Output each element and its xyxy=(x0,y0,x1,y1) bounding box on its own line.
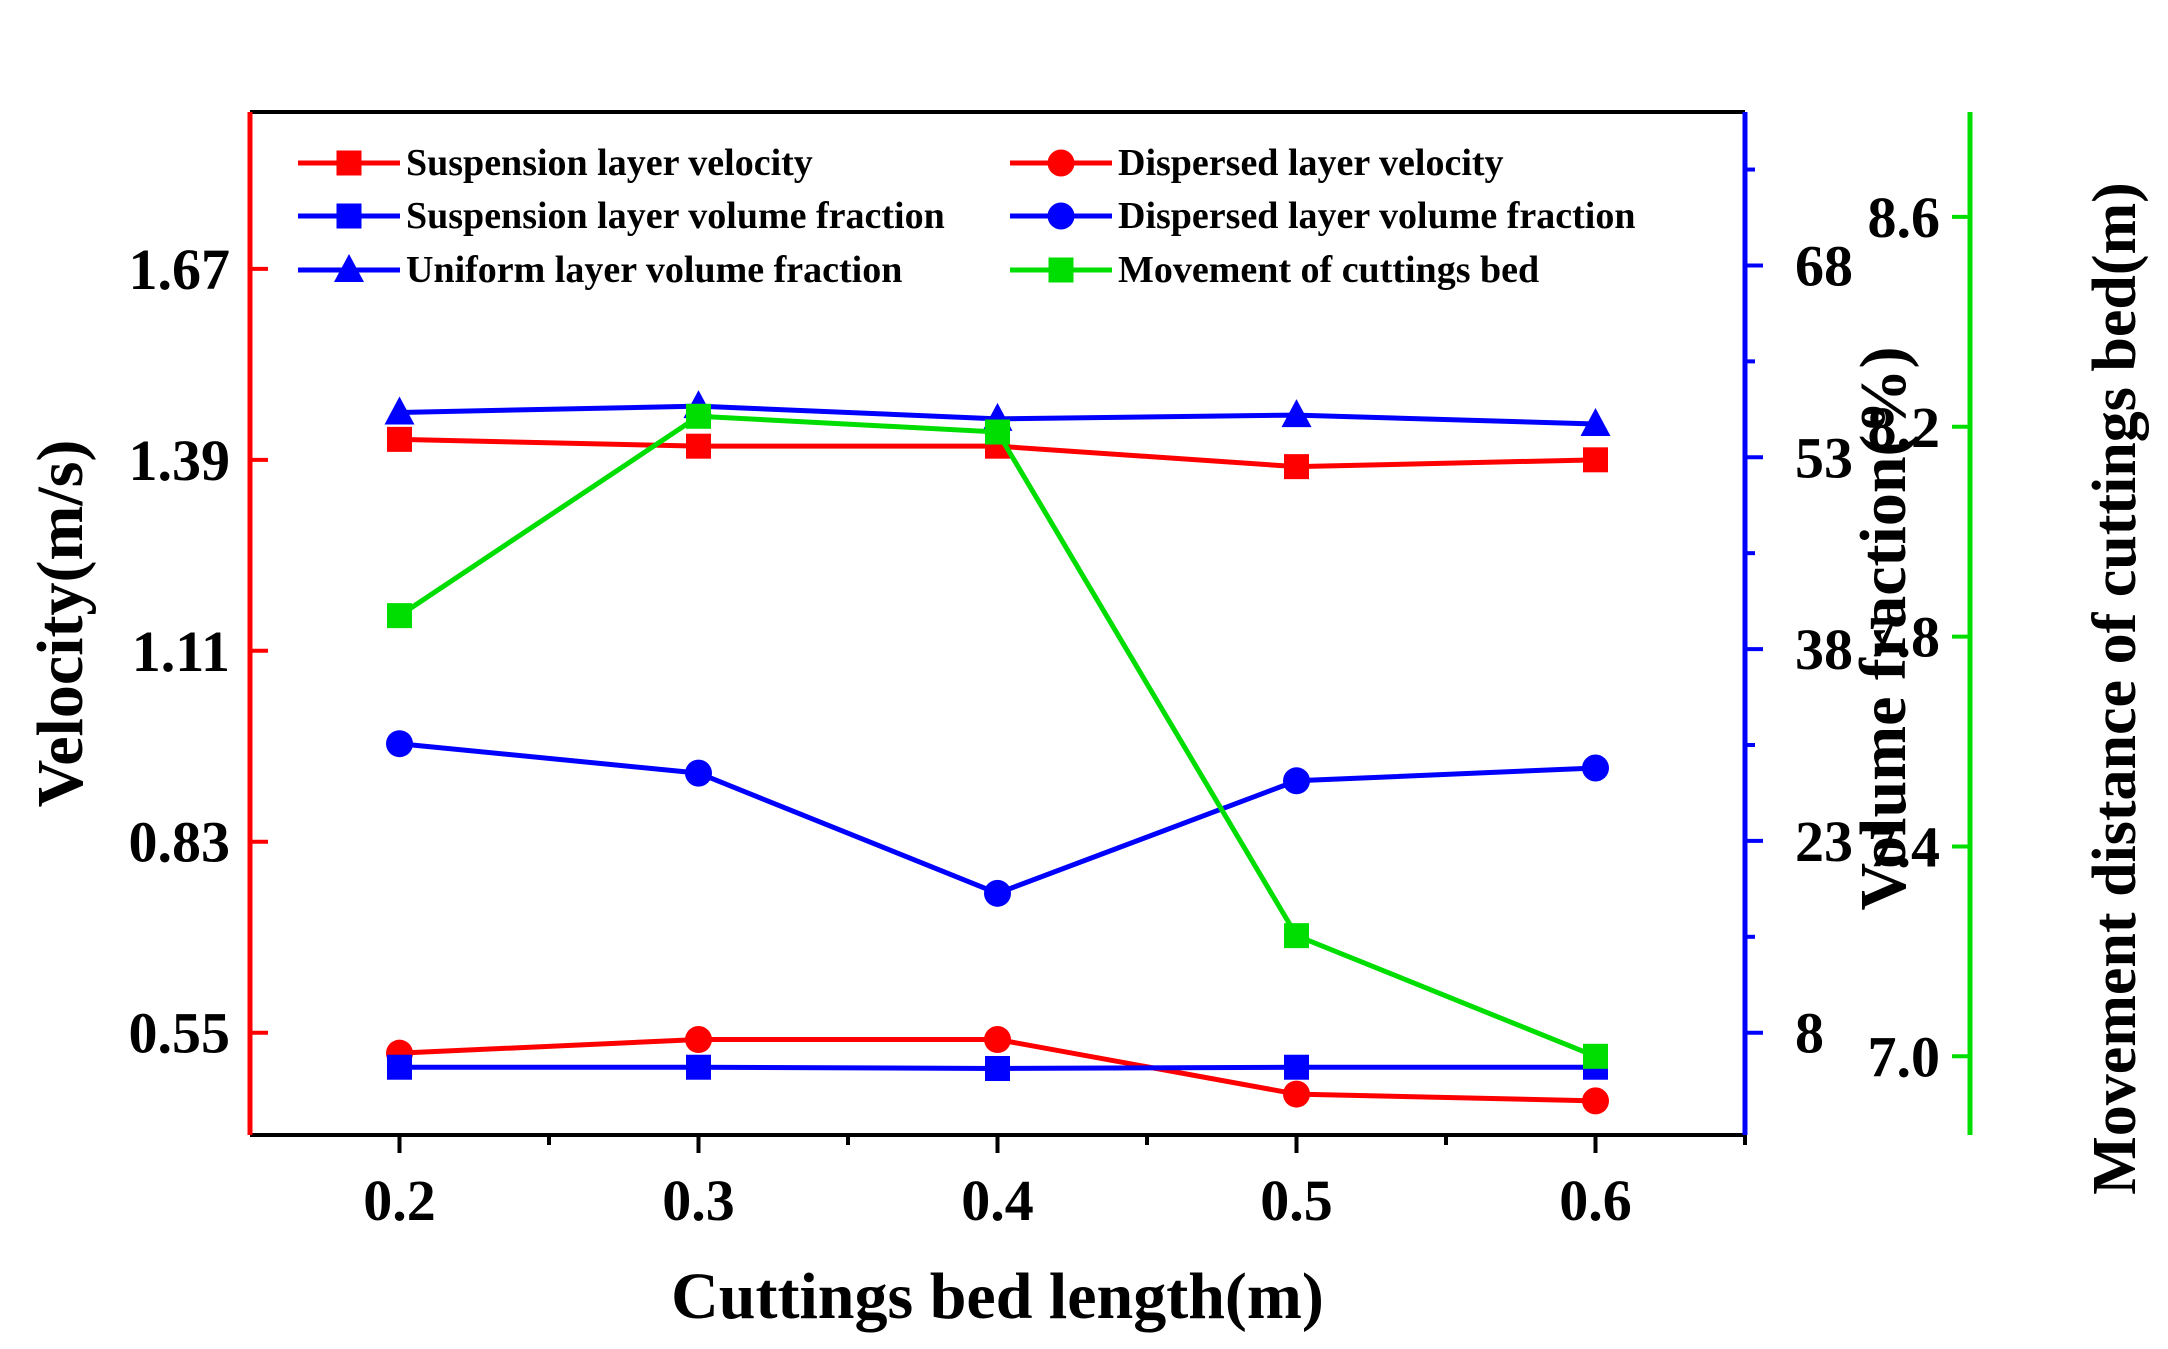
legend-marker-dispersed-layer-velocity xyxy=(1047,149,1075,177)
data-point-dispersed-layer-velocity xyxy=(1283,1080,1310,1108)
legend-marker-uniform-layer-volume-fraction xyxy=(334,254,364,282)
x-tick-label: 0.2 xyxy=(363,1168,436,1233)
data-point-dispersed-layer-volume-fraction xyxy=(1283,767,1310,795)
y-axis-right2-title: Movement distance of cuttings bed(m) xyxy=(2081,182,2149,1195)
legend-label-suspension-layer-velocity: Suspension layer velocity xyxy=(406,142,813,184)
x-tick-label: 0.4 xyxy=(961,1168,1034,1233)
legend-label-suspension-layer-volume-fraction: Suspension layer volume fraction xyxy=(406,195,945,237)
data-point-dispersed-layer-volume-fraction xyxy=(984,879,1011,907)
data-point-uniform-layer-volume-fraction xyxy=(384,396,415,425)
y-right2-tick-label: 8.6 xyxy=(1868,185,1941,250)
legend-marker-movement-of-cuttings-bed xyxy=(1048,257,1074,283)
legend-label-movement-of-cuttings-bed: Movement of cuttings bed xyxy=(1118,249,1539,291)
legend-marker-suspension-layer-volume-fraction xyxy=(336,203,362,229)
y-right-tick-label: 53 xyxy=(1795,425,1853,490)
data-point-dispersed-layer-velocity xyxy=(685,1026,712,1054)
x-axis-title: Cuttings bed length(m) xyxy=(671,1260,1324,1333)
data-point-uniform-layer-volume-fraction xyxy=(1580,408,1611,437)
series-line-dispersed-layer-volume-fraction xyxy=(399,741,1596,896)
x-tick-label: 0.3 xyxy=(662,1168,735,1233)
y-right2-tick-label: 7.8 xyxy=(1868,605,1941,670)
data-point-suspension-layer-volume-fraction xyxy=(387,1054,412,1080)
y-left-tick-label: 1.39 xyxy=(129,428,231,493)
legend-marker-dispersed-layer-volume-fraction xyxy=(1047,202,1075,230)
y-axis-right-title: Volume fraction(%) xyxy=(1847,347,1920,911)
data-point-movement-of-cuttings-bed xyxy=(1284,923,1309,949)
data-point-dispersed-layer-velocity xyxy=(984,1026,1011,1054)
y-right2-tick-label: 7.0 xyxy=(1868,1024,1941,1089)
x-tick-label: 0.5 xyxy=(1260,1168,1333,1233)
y-left-tick-label: 1.11 xyxy=(132,619,230,684)
data-point-suspension-layer-volume-fraction xyxy=(985,1056,1010,1082)
data-point-suspension-layer-volume-fraction xyxy=(686,1054,711,1080)
legend-label-dispersed-layer-velocity: Dispersed layer velocity xyxy=(1118,142,1504,184)
data-point-movement-of-cuttings-bed xyxy=(387,603,412,629)
legend-label-uniform-layer-volume-fraction: Uniform layer volume fraction xyxy=(406,249,902,291)
series-line-movement-of-cuttings-bed xyxy=(398,413,1597,1059)
y-right-tick-label: 23 xyxy=(1795,809,1853,874)
data-point-uniform-layer-volume-fraction xyxy=(1281,399,1312,428)
data-point-movement-of-cuttings-bed xyxy=(985,419,1010,445)
y-right-tick-label: 8 xyxy=(1795,1001,1824,1066)
legend: Suspension layer velocity Dispersed layer… xyxy=(298,142,1636,291)
data-point-suspension-layer-volume-fraction xyxy=(1284,1054,1309,1080)
y-right-tick-label: 38 xyxy=(1795,617,1853,682)
legend-marker-suspension-layer-velocity xyxy=(336,150,362,176)
y-left-tick-label: 0.55 xyxy=(129,1001,231,1066)
y-right2-tick-label: 7.4 xyxy=(1868,814,1941,879)
y-left-tick-label: 0.83 xyxy=(129,810,231,875)
data-point-movement-of-cuttings-bed xyxy=(1583,1043,1608,1069)
data-point-suspension-layer-velocity xyxy=(1583,447,1608,473)
y-left-tick-label: 1.67 xyxy=(129,237,231,302)
axis-titles: Cuttings bed length(m) Velocity(m/s) Vol… xyxy=(24,182,2149,1333)
y-axis-left-title: Velocity(m/s) xyxy=(24,440,97,808)
data-point-suspension-layer-velocity xyxy=(686,433,711,459)
series-layer xyxy=(384,390,1611,1115)
data-point-dispersed-layer-volume-fraction xyxy=(386,730,413,758)
data-point-dispersed-layer-velocity xyxy=(1582,1087,1609,1115)
y-right-tick-label: 68 xyxy=(1795,233,1853,298)
data-point-movement-of-cuttings-bed xyxy=(686,403,711,429)
legend-label-dispersed-layer-volume-fraction: Dispersed layer volume fraction xyxy=(1118,195,1636,237)
x-tick-label: 0.6 xyxy=(1559,1168,1632,1233)
data-point-suspension-layer-velocity xyxy=(387,426,412,452)
data-point-dispersed-layer-volume-fraction xyxy=(685,759,712,787)
data-point-dispersed-layer-volume-fraction xyxy=(1582,754,1609,782)
axes-layer: 0.2 0.3 0.4 0.5 0.6 0.55 0.83 1.11 1.39 1.67 8 23 38… xyxy=(129,110,1973,1233)
data-point-suspension-layer-velocity xyxy=(1284,454,1309,480)
y-right2-tick-label: 8.2 xyxy=(1868,395,1941,460)
